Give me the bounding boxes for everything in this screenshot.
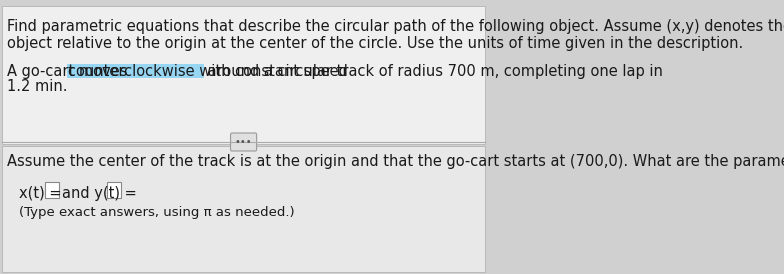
Text: (Type exact answers, using π as needed.): (Type exact answers, using π as needed.) — [19, 206, 294, 219]
Text: 1.2 min.: 1.2 min. — [8, 79, 68, 94]
FancyBboxPatch shape — [230, 133, 256, 151]
FancyBboxPatch shape — [2, 6, 485, 144]
FancyBboxPatch shape — [2, 146, 485, 272]
Text: and y(t) =: and y(t) = — [62, 186, 137, 201]
Text: •••: ••• — [234, 137, 252, 147]
Text: Assume the center of the track is at the origin and that the go-cart starts at (: Assume the center of the track is at the… — [8, 154, 784, 169]
Text: object relative to the origin at the center of the circle. Use the units of time: object relative to the origin at the cen… — [8, 36, 744, 51]
FancyBboxPatch shape — [67, 64, 204, 78]
FancyBboxPatch shape — [107, 182, 121, 198]
Text: x(t) =: x(t) = — [19, 186, 61, 201]
FancyBboxPatch shape — [45, 182, 59, 198]
Text: Find parametric equations that describe the circular path of the following objec: Find parametric equations that describe … — [8, 19, 784, 34]
Text: around a circular track of radius 700 m, completing one lap in: around a circular track of radius 700 m,… — [203, 64, 662, 79]
Text: counterclockwise with constant speed: counterclockwise with constant speed — [67, 64, 347, 79]
Text: A go-cart moves: A go-cart moves — [8, 64, 132, 79]
